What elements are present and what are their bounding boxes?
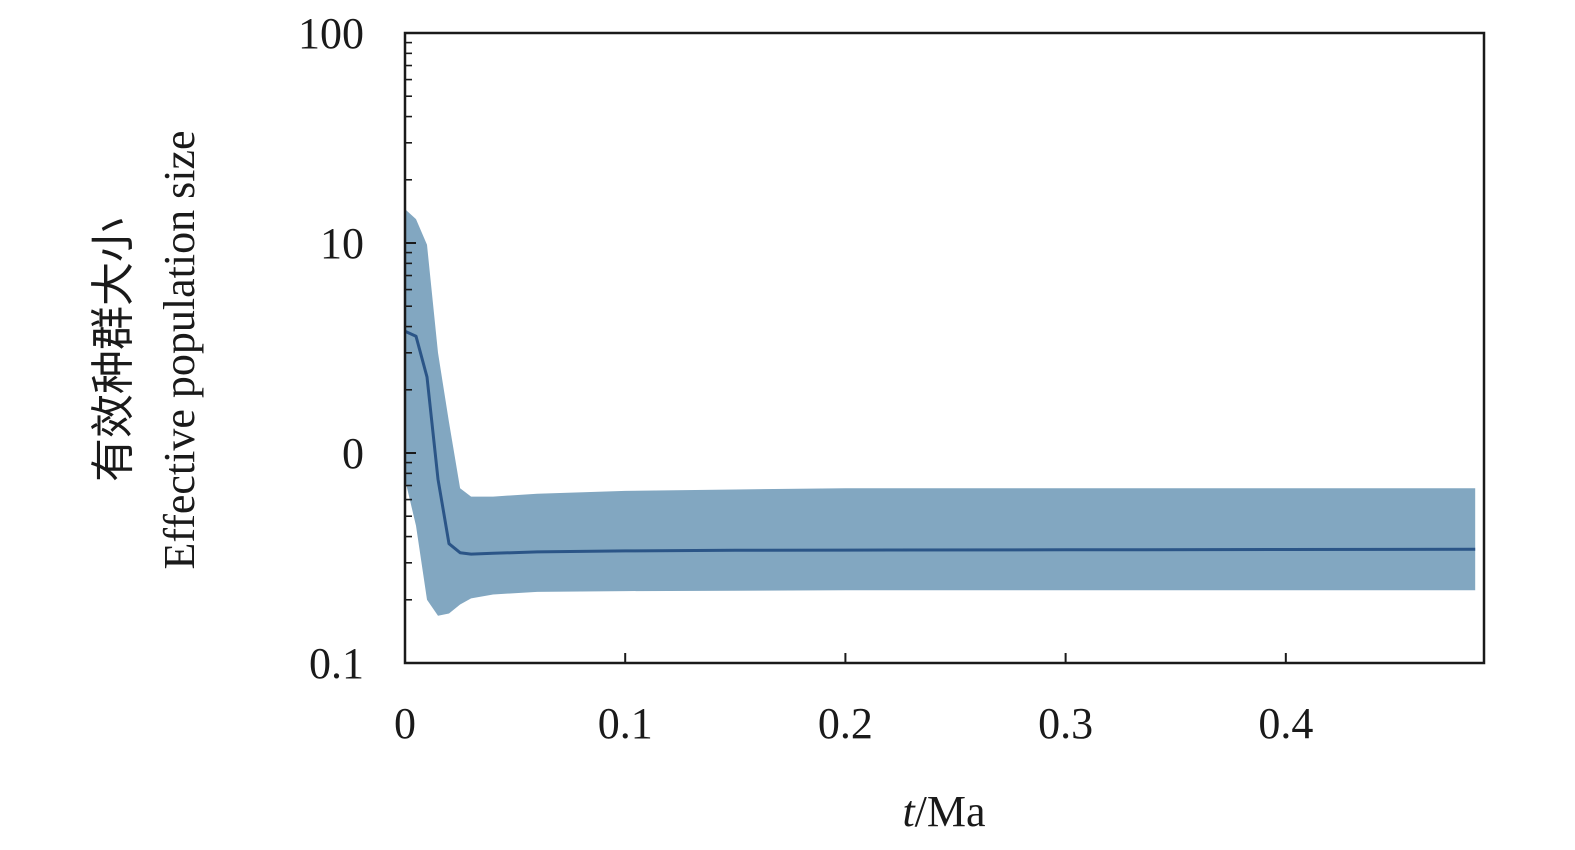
y-axis-title-cn: 有效种群大小 bbox=[88, 218, 139, 482]
x-tick-label: 0 bbox=[394, 699, 416, 748]
plot-frame bbox=[403, 31, 1486, 665]
axis-ticks bbox=[405, 32, 1287, 664]
y-tick-label: 0 bbox=[342, 429, 364, 478]
y-tick-label: 0.1 bbox=[309, 639, 364, 688]
x-tick-label: 0.4 bbox=[1258, 699, 1313, 748]
y-tick-label: 100 bbox=[298, 9, 364, 58]
plot-area bbox=[404, 209, 1476, 616]
x-axis-title-unit: /Ma bbox=[915, 787, 986, 836]
confidence-band bbox=[405, 209, 1476, 616]
x-tick-label: 0.2 bbox=[818, 699, 873, 748]
x-tick-label: 0.3 bbox=[1038, 699, 1093, 748]
tick-labels: 0 0.1 0.2 0.3 0.4 0.1 0 10 100 bbox=[298, 9, 1313, 748]
x-tick-label: 0.1 bbox=[598, 699, 653, 748]
x-axis-title: t/Ma bbox=[902, 787, 985, 836]
x-axis-title-italic: t bbox=[902, 787, 916, 836]
y-axis-title-en: Effective population size bbox=[155, 130, 204, 569]
y-tick-label: 10 bbox=[320, 219, 364, 268]
median-line bbox=[404, 329, 1476, 556]
